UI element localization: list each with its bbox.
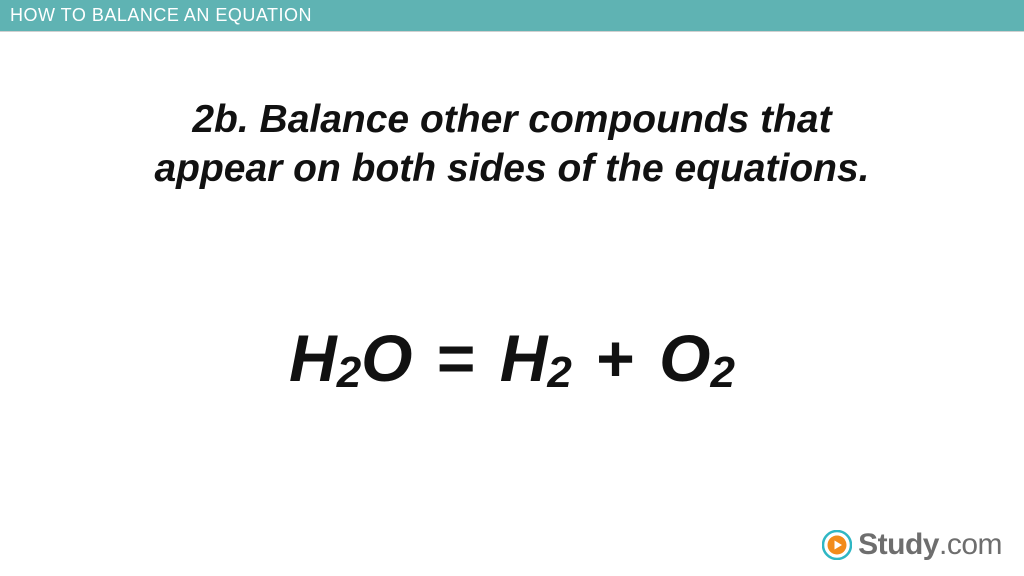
term-H2: H (500, 321, 548, 395)
sub-2a: 2 (337, 348, 361, 397)
watermark: Study.com (822, 528, 1002, 562)
title-bar-text: HOW TO BALANCE AN EQUATION (10, 5, 312, 26)
watermark-text: Study.com (858, 528, 1002, 562)
title-bar: HOW TO BALANCE AN EQUATION (0, 0, 1024, 32)
sub-2c: 2 (710, 348, 734, 397)
sub-2b: 2 (547, 348, 571, 397)
term-O: O (361, 321, 412, 395)
instruction-block: 2b. Balance other compounds that appear … (0, 96, 1024, 194)
term-O2: O (659, 321, 710, 395)
watermark-brand-rest: .com (939, 528, 1002, 561)
instruction-line-1: 2b. Balance other compounds that (192, 98, 831, 141)
plus-sign: + (596, 321, 635, 395)
instruction-text: 2b. Balance other compounds that appear … (0, 96, 1024, 194)
term-H: H (289, 321, 337, 395)
slide: HOW TO BALANCE AN EQUATION 2b. Balance o… (0, 0, 1024, 576)
instruction-line-2: appear on both sides of the equations. (154, 147, 869, 190)
watermark-brand-bold: Study (858, 528, 939, 561)
equals-sign: = (437, 321, 476, 395)
play-icon (822, 530, 852, 560)
equation: H2O = H2 + O2 (289, 320, 735, 396)
equation-block: H2O = H2 + O2 (0, 320, 1024, 396)
